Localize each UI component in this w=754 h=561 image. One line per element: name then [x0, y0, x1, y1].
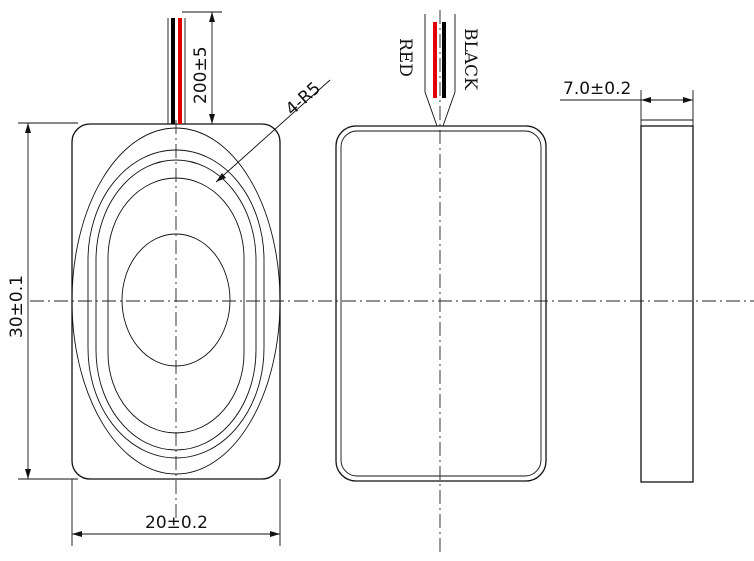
corner-radius-label: 4-R5 [282, 78, 325, 119]
lead-length-label: 200±5 [191, 46, 211, 104]
lead-length-dimension: 200±5 [182, 11, 222, 124]
back-view-outline [335, 125, 547, 482]
thickness-dimension: 7.0±0.2 [560, 79, 693, 103]
height-dimension: 30±0.1 [7, 122, 78, 480]
side-view: 7.0±0.2 [560, 79, 694, 483]
front-lead-wires [167, 18, 186, 124]
back-view: RED BLACK [335, 10, 547, 556]
black-wire [171, 18, 175, 124]
back-black-wire [442, 22, 446, 98]
width-dimension: 20±0.2 [71, 479, 281, 546]
corner-radius-callout: 4-R5 [215, 78, 331, 183]
red-wire [178, 18, 182, 124]
thickness-label: 7.0±0.2 [563, 79, 631, 99]
back-view-inner-outline [340, 130, 542, 477]
red-wire-label: RED [395, 38, 415, 77]
front-view: 200±5 4-R5 30±0.1 20±0.2 [7, 11, 754, 546]
black-wire-label: BLACK [460, 28, 480, 90]
back-red-wire [433, 22, 437, 98]
side-view-outline [640, 125, 694, 483]
back-lead-wires [424, 14, 456, 127]
width-label: 20±0.2 [145, 513, 208, 533]
height-label: 30±0.1 [7, 275, 27, 338]
